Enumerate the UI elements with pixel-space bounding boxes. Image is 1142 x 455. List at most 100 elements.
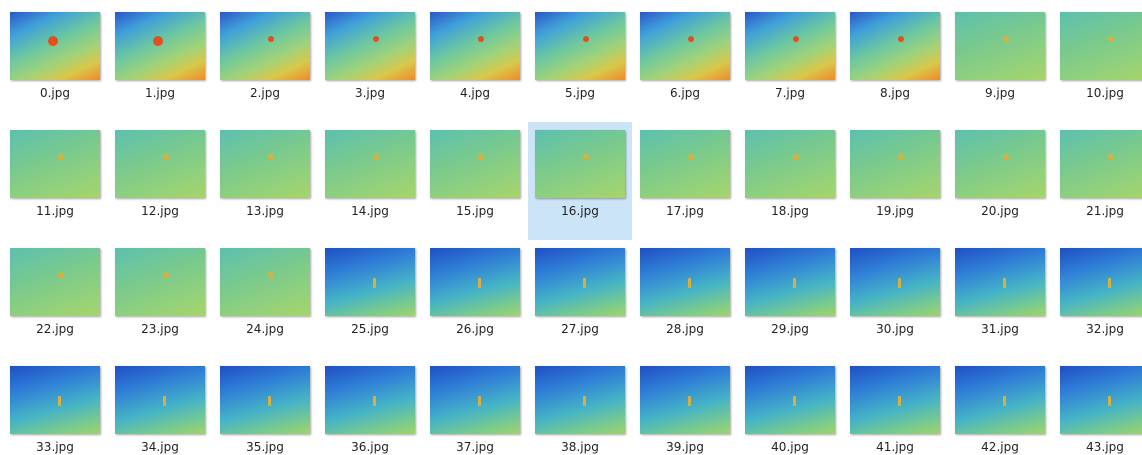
thumbnail xyxy=(10,12,100,80)
file-item[interactable]: 31.jpg xyxy=(948,240,1052,358)
file-item[interactable]: 23.jpg xyxy=(108,240,212,358)
thumbnail xyxy=(1060,248,1142,316)
thumbnail xyxy=(850,248,940,316)
hot-spot xyxy=(373,154,379,160)
file-name: 24.jpg xyxy=(213,322,317,336)
file-item[interactable]: 32.jpg xyxy=(1053,240,1142,358)
hot-spot xyxy=(898,396,901,406)
thumbnail xyxy=(955,248,1045,316)
thumbnail xyxy=(115,130,205,198)
file-item[interactable]: 0.jpg xyxy=(3,4,107,122)
file-item[interactable]: 22.jpg xyxy=(3,240,107,358)
file-name: 14.jpg xyxy=(318,204,422,218)
hot-spot xyxy=(373,36,379,42)
hot-spot xyxy=(478,154,484,160)
file-item[interactable]: 25.jpg xyxy=(318,240,422,358)
thumbnail xyxy=(220,130,310,198)
file-item[interactable]: 33.jpg xyxy=(3,358,107,455)
file-name: 21.jpg xyxy=(1053,204,1142,218)
hot-spot xyxy=(478,396,481,406)
thumbnail xyxy=(955,12,1045,80)
file-item[interactable]: 34.jpg xyxy=(108,358,212,455)
hot-spot xyxy=(163,396,166,406)
file-item[interactable]: 20.jpg xyxy=(948,122,1052,240)
file-item[interactable]: 19.jpg xyxy=(843,122,947,240)
thumbnail xyxy=(325,130,415,198)
file-item[interactable]: 42.jpg xyxy=(948,358,1052,455)
file-item[interactable]: 1.jpg xyxy=(108,4,212,122)
file-item[interactable]: 39.jpg xyxy=(633,358,737,455)
thumbnail xyxy=(220,248,310,316)
file-item[interactable]: 12.jpg xyxy=(108,122,212,240)
file-name: 3.jpg xyxy=(318,86,422,100)
file-item[interactable]: 18.jpg xyxy=(738,122,842,240)
thumbnail xyxy=(850,366,940,434)
thumbnail xyxy=(640,12,730,80)
file-item[interactable]: 5.jpg xyxy=(528,4,632,122)
file-item[interactable]: 16.jpg xyxy=(528,122,632,240)
file-item[interactable]: 15.jpg xyxy=(423,122,527,240)
file-item[interactable]: 7.jpg xyxy=(738,4,842,122)
file-name: 2.jpg xyxy=(213,86,317,100)
file-item[interactable]: 35.jpg xyxy=(213,358,317,455)
thumbnail xyxy=(115,12,205,80)
thumbnail xyxy=(955,130,1045,198)
hot-spot xyxy=(688,154,694,160)
thumbnail xyxy=(535,130,625,198)
file-item[interactable]: 41.jpg xyxy=(843,358,947,455)
file-item[interactable]: 8.jpg xyxy=(843,4,947,122)
file-item[interactable]: 36.jpg xyxy=(318,358,422,455)
file-name: 29.jpg xyxy=(738,322,842,336)
file-item[interactable]: 17.jpg xyxy=(633,122,737,240)
hot-spot xyxy=(1108,396,1111,406)
file-item[interactable]: 2.jpg xyxy=(213,4,317,122)
file-item[interactable]: 28.jpg xyxy=(633,240,737,358)
file-name: 26.jpg xyxy=(423,322,527,336)
hot-spot xyxy=(583,278,586,288)
file-item[interactable]: 37.jpg xyxy=(423,358,527,455)
thumbnail xyxy=(115,248,205,316)
file-item[interactable]: 40.jpg xyxy=(738,358,842,455)
file-name: 31.jpg xyxy=(948,322,1052,336)
thumbnail xyxy=(1060,366,1142,434)
file-item[interactable]: 10.jpg xyxy=(1053,4,1142,122)
thumbnail xyxy=(850,130,940,198)
hot-spot xyxy=(898,278,901,288)
file-item[interactable]: 43.jpg xyxy=(1053,358,1142,455)
file-item[interactable]: 6.jpg xyxy=(633,4,737,122)
file-item[interactable]: 21.jpg xyxy=(1053,122,1142,240)
file-name: 43.jpg xyxy=(1053,440,1142,454)
file-item[interactable]: 9.jpg xyxy=(948,4,1052,122)
thumbnail xyxy=(115,366,205,434)
file-name: 38.jpg xyxy=(528,440,632,454)
file-name: 36.jpg xyxy=(318,440,422,454)
file-name: 12.jpg xyxy=(108,204,212,218)
file-item[interactable]: 24.jpg xyxy=(213,240,317,358)
file-item[interactable]: 13.jpg xyxy=(213,122,317,240)
file-item[interactable]: 30.jpg xyxy=(843,240,947,358)
hot-spot xyxy=(268,272,274,278)
hot-spot xyxy=(373,396,376,406)
file-name: 22.jpg xyxy=(3,322,107,336)
thumbnail xyxy=(10,248,100,316)
thumbnail xyxy=(640,248,730,316)
file-item[interactable]: 29.jpg xyxy=(738,240,842,358)
hot-spot xyxy=(1003,278,1006,288)
thumbnail xyxy=(325,366,415,434)
file-item[interactable]: 27.jpg xyxy=(528,240,632,358)
file-item[interactable]: 11.jpg xyxy=(3,122,107,240)
file-item[interactable]: 26.jpg xyxy=(423,240,527,358)
thumbnail xyxy=(430,248,520,316)
file-name: 19.jpg xyxy=(843,204,947,218)
thumbnail xyxy=(745,130,835,198)
file-item[interactable]: 3.jpg xyxy=(318,4,422,122)
file-item[interactable]: 4.jpg xyxy=(423,4,527,122)
file-item[interactable]: 38.jpg xyxy=(528,358,632,455)
thumbnail xyxy=(640,130,730,198)
file-item[interactable]: 14.jpg xyxy=(318,122,422,240)
file-name: 27.jpg xyxy=(528,322,632,336)
thumbnail xyxy=(430,12,520,80)
file-name: 25.jpg xyxy=(318,322,422,336)
thumbnail xyxy=(430,366,520,434)
hot-spot xyxy=(478,36,484,42)
